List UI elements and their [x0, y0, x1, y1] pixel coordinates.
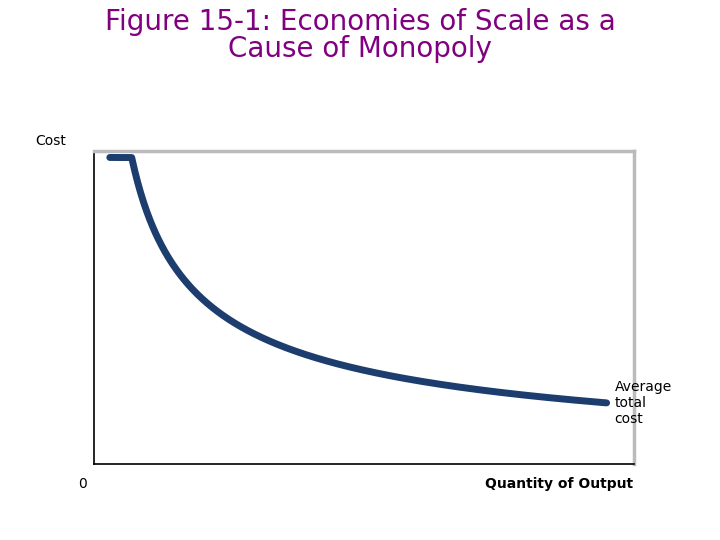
Text: Quantity of Output: Quantity of Output — [485, 477, 634, 491]
Text: Cause of Monopoly: Cause of Monopoly — [228, 35, 492, 63]
Text: Figure 15-1: Economies of Scale as a: Figure 15-1: Economies of Scale as a — [104, 8, 616, 36]
Text: Cost: Cost — [36, 134, 67, 148]
Text: Average
total
cost: Average total cost — [615, 380, 672, 426]
Text: 0: 0 — [78, 477, 87, 491]
